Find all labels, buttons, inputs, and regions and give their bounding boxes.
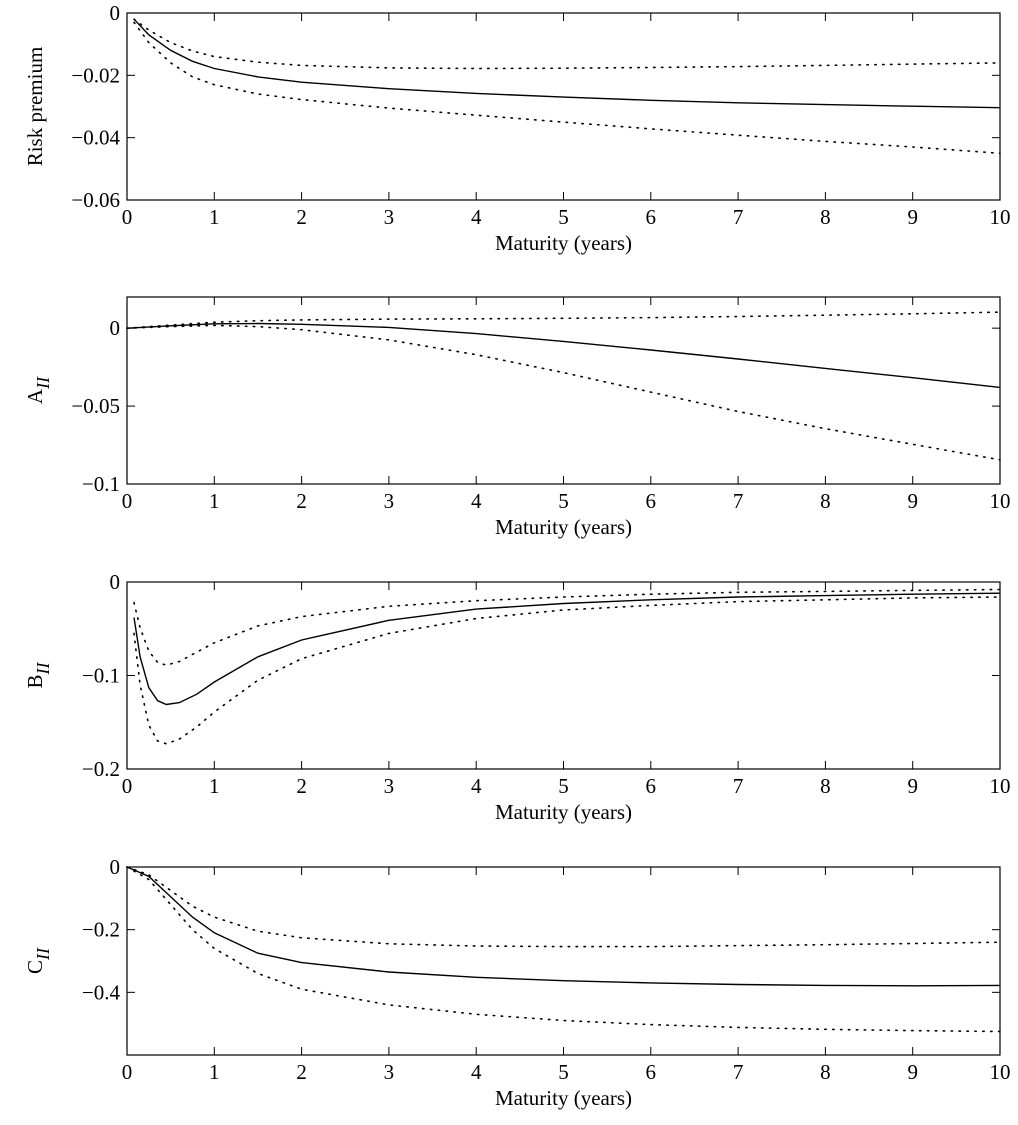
y-tick-label: −0.2 [82,918,120,942]
x-tick-label: 6 [646,489,657,513]
x-tick-label: 4 [471,1060,482,1084]
x-tick-label: 1 [209,774,220,798]
x-tick-label: 3 [384,1060,395,1084]
x-tick-label: 6 [646,205,657,229]
x-tick-label: 4 [471,489,482,513]
y-tick-label: 0 [110,855,121,879]
x-tick-label: 9 [907,1060,918,1084]
y-tick-label: −0.1 [82,664,120,688]
x-tick-label: 9 [907,489,918,513]
panel-risk-premium: 0 1 2 3 4 5 6 7 8 9 10 0 −0.02 −0.04 −0.06 Maturity (ye… [23,1,1011,255]
y-tick-label: −0.1 [82,472,120,496]
confidence-band-line-1 [133,588,1001,667]
x-tick-label: 1 [209,489,220,513]
x-tick-label: 7 [733,774,744,798]
confidence-band-line-1 [133,18,1001,70]
y-tick-label: −0.4 [82,980,121,1004]
x-tick-label: 2 [296,774,307,798]
x-tick-label: 8 [820,774,831,798]
y-axis-label-main: C [23,960,47,974]
plot-frame [126,296,1001,485]
x-tick-label: 0 [122,774,133,798]
x-tick-label: 8 [820,205,831,229]
x-tick-label: 5 [558,489,569,513]
x-tick-label: 3 [384,774,395,798]
x-tick-label: 7 [733,489,744,513]
x-tick-label: 7 [733,205,744,229]
y-tick-label: −0.2 [82,757,120,781]
y-axis-label-subscript: II [33,661,53,675]
panel-b-ii: 0 1 2 3 4 5 6 7 8 9 10 0 −0.1 −0.2 Maturity (years) BII [23,570,1011,824]
y-tick-label: −0.06 [71,188,120,212]
estimate-line [126,322,1001,389]
x-tick-label: 0 [122,489,133,513]
confidence-band-line-2 [133,21,1001,155]
y-tick-label: 0 [110,570,121,594]
x-tick-label: 6 [646,1060,657,1084]
x-tick-label: 2 [296,205,307,229]
y-axis-label-main: B [23,674,47,688]
y-tick-label: 0 [110,316,121,340]
panel-a-ii: 0 1 2 3 4 5 6 7 8 9 10 0 −0.05 −0.1 Maturity (years) AI… [23,296,1011,539]
x-tick-label: 5 [558,205,569,229]
y-tick-label: −0.02 [71,63,120,87]
x-tick-label: 10 [990,205,1011,229]
x-axis-label: Maturity (years) [495,1086,632,1110]
confidence-band-line-2 [126,324,1001,461]
x-tick-label: 8 [820,489,831,513]
x-axis-label: Maturity (years) [495,515,632,539]
x-tick-label: 5 [558,774,569,798]
y-tick-label: −0.05 [71,394,120,418]
x-tick-label: 1 [209,1060,220,1084]
x-tick-label: 0 [122,205,133,229]
y-axis-label: AII [23,376,53,404]
y-axis-label: Risk premium [23,47,47,167]
confidence-band-line-1 [126,311,1001,329]
estimate-line [133,18,1001,109]
panel-c-ii: 0 1 2 3 4 5 6 7 8 9 10 0 −0.2 −0.4 Maturity (years) CII [23,855,1011,1110]
x-tick-label: 3 [384,205,395,229]
x-tick-label: 4 [471,774,482,798]
x-tick-label: 10 [990,489,1011,513]
y-axis-label: CII [23,947,53,974]
confidence-band-line-1 [126,866,1001,948]
x-tick-label: 10 [990,1060,1011,1084]
x-tick-label: 7 [733,1060,744,1084]
y-tick-label: 0 [110,1,121,25]
y-tick-label: −0.04 [71,126,120,150]
x-tick-label: 3 [384,489,395,513]
x-tick-label: 6 [646,774,657,798]
x-axis-label: Maturity (years) [495,231,632,255]
plot-frame [126,12,1001,201]
x-tick-label: 9 [907,205,918,229]
y-axis-label-main: A [23,388,47,404]
confidence-band-line-2 [133,596,1001,745]
x-tick-label: 8 [820,1060,831,1084]
x-tick-label: 2 [296,1060,307,1084]
x-tick-label: 2 [296,489,307,513]
estimate-line [126,866,1001,987]
confidence-band-line-2 [126,866,1001,1033]
y-axis-label-subscript: II [33,947,53,961]
x-tick-label: 4 [471,205,482,229]
y-axis-label-main: Risk premium [23,47,47,167]
x-tick-label: 10 [990,774,1011,798]
y-axis-label-subscript: II [33,376,53,390]
x-tick-label: 9 [907,774,918,798]
estimate-line [133,592,1001,706]
plot-frame [126,866,1001,1056]
plot-frame [126,581,1001,770]
y-axis-label: BII [23,661,53,688]
x-tick-label: 0 [122,1060,133,1084]
x-tick-label: 1 [209,205,220,229]
x-axis-label: Maturity (years) [495,800,632,824]
x-tick-label: 5 [558,1060,569,1084]
